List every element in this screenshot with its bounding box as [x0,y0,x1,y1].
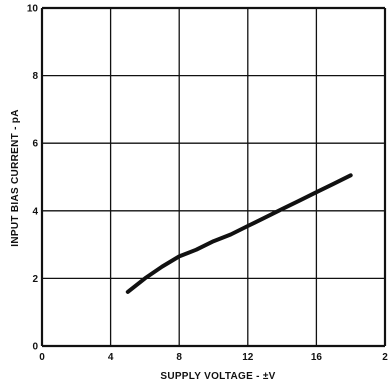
series-line-0 [125,173,353,294]
data-point [282,209,283,210]
data-point [265,217,266,218]
data-point [162,266,163,267]
x-tick-labels: 0 4 8 12 16 2 [39,352,388,363]
y-axis-title: INPUT BIAS CURRENT - pA [10,109,21,246]
grid-lines [40,6,387,348]
y-tick-label: 6 [32,139,38,150]
data-point [350,175,351,176]
data-point [299,200,300,201]
data-point [144,278,145,279]
y-tick-label: 8 [32,71,38,82]
x-tick-label: 16 [311,352,323,363]
x-tick-label: 4 [108,352,114,363]
data-point [247,226,248,227]
data-point [196,249,197,250]
data-point [316,192,317,193]
y-tick-labels: 0 2 4 6 8 10 [27,4,39,353]
x-axis-title: SUPPLY VOLTAGE - ±V [160,371,275,382]
data-point [213,241,214,242]
data-point [230,234,231,235]
series-layer [125,173,353,294]
data-point [333,183,334,184]
data-point [127,291,128,292]
y-tick-label: 2 [32,274,38,285]
y-tick-label: 10 [27,4,39,15]
y-tick-label: 0 [32,342,38,353]
y-tick-label: 4 [32,206,38,217]
x-tick-label: 8 [176,352,182,363]
x-tick-label: 0 [39,352,45,363]
x-tick-label: 2 [382,352,388,363]
data-point [179,256,180,257]
x-tick-label: 12 [242,352,254,363]
